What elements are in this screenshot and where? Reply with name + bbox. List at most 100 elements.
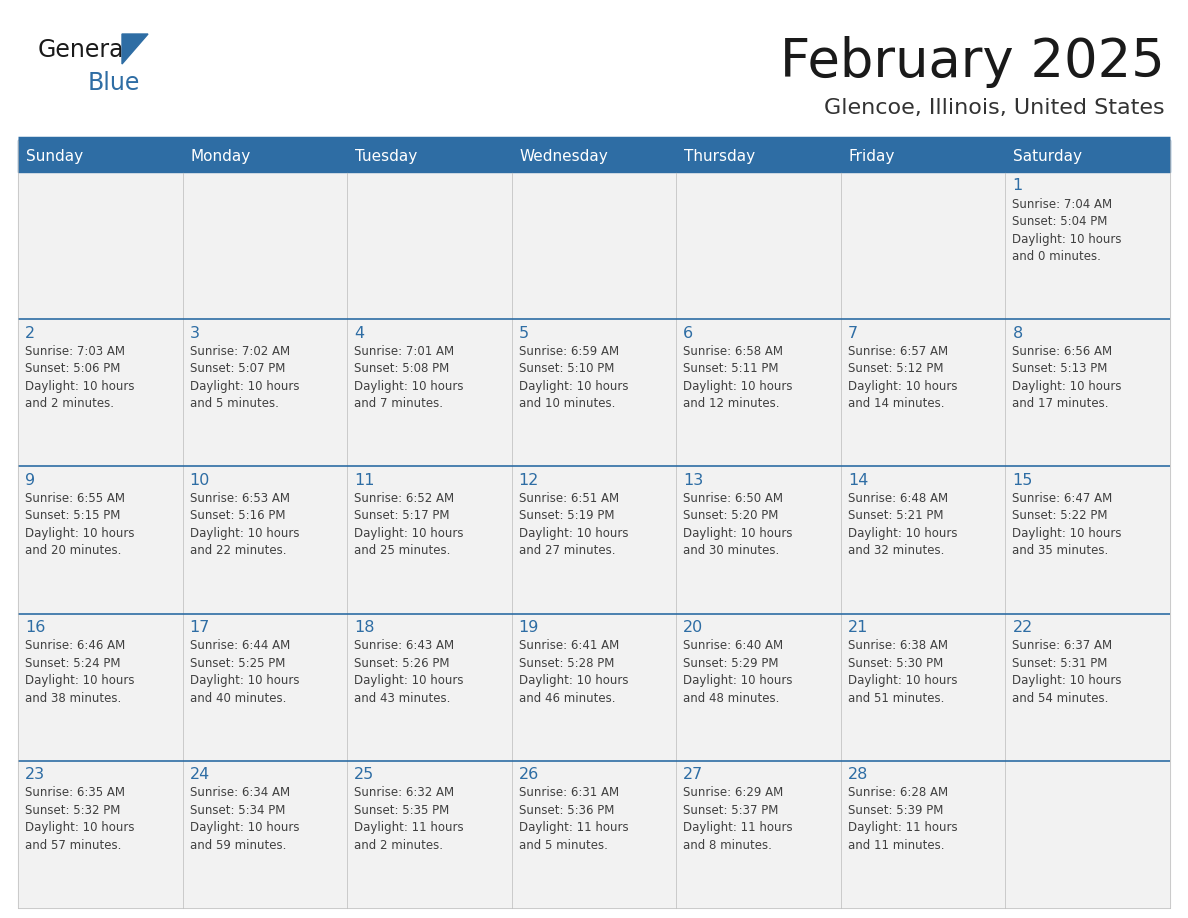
Bar [512, 466, 676, 613]
Bar [512, 761, 676, 908]
Bar [1005, 319, 1170, 466]
Text: and 12 minutes.: and 12 minutes. [683, 397, 779, 410]
Text: Saturday: Saturday [1013, 149, 1082, 163]
Text: Sunrise: 6:55 AM: Sunrise: 6:55 AM [25, 492, 125, 505]
Bar [1005, 466, 1170, 613]
Bar [347, 319, 512, 466]
Bar [841, 613, 1005, 761]
Text: and 0 minutes.: and 0 minutes. [1012, 250, 1101, 263]
Bar [676, 319, 841, 466]
Text: and 40 minutes.: and 40 minutes. [190, 691, 286, 705]
Text: Daylight: 10 hours: Daylight: 10 hours [683, 527, 792, 540]
Text: Daylight: 10 hours: Daylight: 10 hours [1012, 527, 1121, 540]
Text: Glencoe, Illinois, United States: Glencoe, Illinois, United States [824, 98, 1165, 118]
Text: Sunrise: 6:52 AM: Sunrise: 6:52 AM [354, 492, 454, 505]
Text: Sunrise: 6:37 AM: Sunrise: 6:37 AM [1012, 639, 1112, 652]
Text: 25: 25 [354, 767, 374, 782]
Bar [841, 319, 1005, 466]
Text: Daylight: 10 hours: Daylight: 10 hours [354, 527, 463, 540]
Text: Daylight: 10 hours: Daylight: 10 hours [25, 822, 134, 834]
Text: Sunset: 5:20 PM: Sunset: 5:20 PM [683, 509, 778, 522]
Text: Sunrise: 6:34 AM: Sunrise: 6:34 AM [190, 787, 290, 800]
Bar [841, 172, 1005, 319]
Text: Sunset: 5:17 PM: Sunset: 5:17 PM [354, 509, 449, 522]
Bar [347, 761, 512, 908]
Text: 10: 10 [190, 473, 210, 487]
Bar [512, 319, 676, 466]
Text: Daylight: 11 hours: Daylight: 11 hours [519, 822, 628, 834]
Text: Sunrise: 7:04 AM: Sunrise: 7:04 AM [1012, 197, 1112, 210]
Text: and 25 minutes.: and 25 minutes. [354, 544, 450, 557]
Text: 24: 24 [190, 767, 210, 782]
Text: Sunrise: 6:28 AM: Sunrise: 6:28 AM [848, 787, 948, 800]
Text: 11: 11 [354, 473, 374, 487]
Bar [18, 761, 183, 908]
Text: 23: 23 [25, 767, 45, 782]
Text: Sunset: 5:25 PM: Sunset: 5:25 PM [190, 656, 285, 669]
Text: Sunrise: 6:41 AM: Sunrise: 6:41 AM [519, 639, 619, 652]
Text: Daylight: 11 hours: Daylight: 11 hours [354, 822, 463, 834]
Text: Daylight: 10 hours: Daylight: 10 hours [190, 380, 299, 393]
Text: 16: 16 [25, 620, 45, 635]
Text: Sunrise: 6:29 AM: Sunrise: 6:29 AM [683, 787, 784, 800]
Text: 6: 6 [683, 326, 694, 341]
Bar [676, 172, 841, 319]
Text: and 10 minutes.: and 10 minutes. [519, 397, 615, 410]
Text: 2: 2 [25, 326, 36, 341]
Text: 26: 26 [519, 767, 539, 782]
Text: Sunrise: 6:43 AM: Sunrise: 6:43 AM [354, 639, 454, 652]
Bar [512, 613, 676, 761]
Text: 27: 27 [683, 767, 703, 782]
Text: Daylight: 10 hours: Daylight: 10 hours [519, 674, 628, 687]
Text: and 5 minutes.: and 5 minutes. [190, 397, 278, 410]
Text: Daylight: 10 hours: Daylight: 10 hours [848, 380, 958, 393]
Text: 9: 9 [25, 473, 36, 487]
Bar [183, 613, 347, 761]
Text: Sunrise: 6:44 AM: Sunrise: 6:44 AM [190, 639, 290, 652]
Bar [18, 172, 183, 319]
Bar [676, 761, 841, 908]
Text: Sunrise: 6:40 AM: Sunrise: 6:40 AM [683, 639, 783, 652]
Text: Sunset: 5:21 PM: Sunset: 5:21 PM [848, 509, 943, 522]
Text: February 2025: February 2025 [781, 36, 1165, 88]
Text: Daylight: 10 hours: Daylight: 10 hours [25, 674, 134, 687]
Text: Sunset: 5:35 PM: Sunset: 5:35 PM [354, 804, 449, 817]
Text: Sunrise: 6:32 AM: Sunrise: 6:32 AM [354, 787, 454, 800]
Text: and 51 minutes.: and 51 minutes. [848, 691, 944, 705]
Text: Sunrise: 7:01 AM: Sunrise: 7:01 AM [354, 344, 454, 358]
Text: Daylight: 10 hours: Daylight: 10 hours [519, 380, 628, 393]
Text: Sunset: 5:11 PM: Sunset: 5:11 PM [683, 363, 779, 375]
Text: Sunset: 5:32 PM: Sunset: 5:32 PM [25, 804, 120, 817]
Text: and 48 minutes.: and 48 minutes. [683, 691, 779, 705]
Text: and 30 minutes.: and 30 minutes. [683, 544, 779, 557]
Text: Sunset: 5:10 PM: Sunset: 5:10 PM [519, 363, 614, 375]
Text: Sunset: 5:28 PM: Sunset: 5:28 PM [519, 656, 614, 669]
Text: and 11 minutes.: and 11 minutes. [848, 839, 944, 852]
Bar [841, 761, 1005, 908]
Text: Sunrise: 6:51 AM: Sunrise: 6:51 AM [519, 492, 619, 505]
Text: Sunset: 5:12 PM: Sunset: 5:12 PM [848, 363, 943, 375]
Bar [1005, 172, 1170, 319]
Text: Sunrise: 6:35 AM: Sunrise: 6:35 AM [25, 787, 125, 800]
Text: and 17 minutes.: and 17 minutes. [1012, 397, 1108, 410]
Text: Daylight: 10 hours: Daylight: 10 hours [519, 527, 628, 540]
Text: and 46 minutes.: and 46 minutes. [519, 691, 615, 705]
Text: Sunrise: 6:53 AM: Sunrise: 6:53 AM [190, 492, 290, 505]
Text: Daylight: 10 hours: Daylight: 10 hours [848, 527, 958, 540]
Text: Sunrise: 6:57 AM: Sunrise: 6:57 AM [848, 344, 948, 358]
Text: Sunset: 5:16 PM: Sunset: 5:16 PM [190, 509, 285, 522]
Text: and 2 minutes.: and 2 minutes. [354, 839, 443, 852]
Text: Daylight: 11 hours: Daylight: 11 hours [683, 822, 792, 834]
Text: Sunrise: 6:56 AM: Sunrise: 6:56 AM [1012, 344, 1112, 358]
Text: Sunset: 5:22 PM: Sunset: 5:22 PM [1012, 509, 1108, 522]
Bar [512, 172, 676, 319]
Text: Sunset: 5:36 PM: Sunset: 5:36 PM [519, 804, 614, 817]
Text: 12: 12 [519, 473, 539, 487]
Bar [347, 466, 512, 613]
Text: Daylight: 10 hours: Daylight: 10 hours [354, 380, 463, 393]
Text: Daylight: 10 hours: Daylight: 10 hours [354, 674, 463, 687]
Text: Sunset: 5:30 PM: Sunset: 5:30 PM [848, 656, 943, 669]
Text: and 43 minutes.: and 43 minutes. [354, 691, 450, 705]
Text: Sunrise: 6:47 AM: Sunrise: 6:47 AM [1012, 492, 1113, 505]
Text: Sunset: 5:26 PM: Sunset: 5:26 PM [354, 656, 449, 669]
